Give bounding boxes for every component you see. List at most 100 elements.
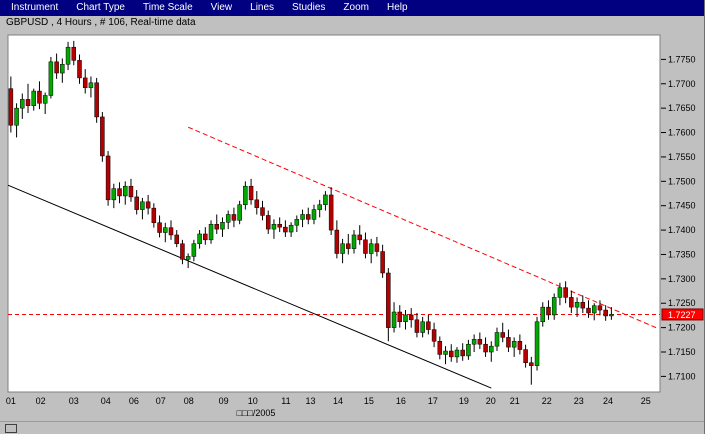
menu-item-lines[interactable]: Lines [250,2,275,13]
candle-body [214,223,220,230]
candle-body [8,88,14,126]
candle-body [580,302,586,309]
chart-title: GBPUSD , 4 Hours , # 106, Real-time data [0,16,704,29]
candle-body [277,223,282,228]
candle-body [368,243,374,254]
candle-body [248,185,254,201]
candle-body [477,339,483,345]
candle-body [208,223,214,241]
candle-body [243,185,248,205]
candle-body [111,188,117,201]
candle-body [403,314,408,323]
candle-body [145,201,151,209]
candle-body [82,77,88,88]
candle-body [483,343,488,353]
x-axis-label: 07 [156,396,166,406]
x-axis-label: 10 [248,396,258,406]
candle-body [489,345,494,353]
scrollbar-thumb[interactable] [5,423,17,433]
candle-body [203,233,208,241]
menu-item-instrument[interactable]: Instrument [11,2,59,13]
candle-body [591,305,597,314]
plot-area [7,34,661,393]
candle-body [174,234,179,244]
candle-body [65,46,71,65]
x-axis-label: 17 [428,396,438,406]
candle-body [506,337,511,348]
chart-region: 1.7750 1.7700 1.7650 1.7600 1.7550 1.7500 1.74… [0,29,704,421]
y-axis-label: 1.7700 [668,79,696,89]
candle-body [340,243,345,254]
horizontal-scrollbar [0,421,704,434]
x-axis-title: □□□/2005 [237,408,276,418]
candle-body [140,201,145,210]
current-price-box [661,308,704,321]
candle-body [271,223,277,230]
x-axis-label: 02 [36,396,46,406]
menu-item-help[interactable]: Help [386,2,408,13]
candle-body [191,243,197,257]
candle-body [420,321,425,333]
candle-body [88,82,94,88]
candle-body [357,234,362,241]
x-axis-label: 19 [459,396,469,406]
candle-body [105,155,111,201]
x-axis-label: 22 [542,396,552,406]
candle-body [323,194,328,205]
x-axis-label: 16 [396,396,406,406]
menu-item-studies[interactable]: Studies [292,2,326,13]
menu-item-chart-type[interactable]: Chart Type [76,2,125,13]
candle-body [77,60,82,79]
candle-body [231,214,237,221]
y-axis-label: 1.7300 [668,274,696,284]
y-axis-label: 1.7250 [668,298,696,308]
candle-body [100,116,105,157]
candle-body [563,287,568,298]
candle-body [134,196,139,210]
candle-body [300,214,305,220]
candle-body [586,307,591,314]
candle-body [569,297,574,308]
candle-body [380,251,385,274]
candle-body [540,306,546,323]
menu-item-zoom[interactable]: Zoom [343,2,369,13]
candle-body [157,222,162,233]
candle-body [237,204,242,221]
candle-body [265,215,271,230]
candle-body [334,229,340,254]
y-axis-label: 1.7650 [668,103,696,113]
candle-body [151,207,157,224]
x-axis-label: 04 [101,396,111,406]
y-axis-label: 1.7400 [668,225,696,235]
candle-body [391,311,397,328]
y-axis-label: 1.7450 [668,201,696,211]
candle-body [14,107,19,126]
menu-item-view[interactable]: View [210,2,233,13]
menu-item-time-scale[interactable]: Time Scale [142,2,193,13]
candle-body [168,227,174,236]
red-resistance-trendline[interactable] [187,126,658,329]
candle-body [351,234,357,249]
candle-body [185,256,191,260]
x-axis-label: 25 [641,396,651,406]
y-axis-label: 1.7600 [668,128,696,138]
candle-body [426,321,431,330]
candle-body [180,243,185,260]
candle-body [197,233,202,244]
candle-body [163,227,168,233]
candle-body [414,319,420,333]
x-axis-label: 03 [69,396,79,406]
black-support-trendline[interactable] [7,184,492,389]
candle-body [283,226,288,233]
y-axis-label: 1.7500 [668,176,696,186]
candle-body [317,204,322,210]
candle-body [260,207,265,216]
candle-body [517,341,523,350]
candle-body [346,243,351,249]
candle-body [374,243,380,252]
candle-body [294,219,300,226]
candle-body [466,343,471,357]
candle-body [386,272,391,328]
candlestick-chart[interactable]: 1.7750 1.7700 1.7650 1.7600 1.7550 1.7500 1.74… [0,29,705,421]
y-axis-label: 1.7750 [668,54,696,64]
